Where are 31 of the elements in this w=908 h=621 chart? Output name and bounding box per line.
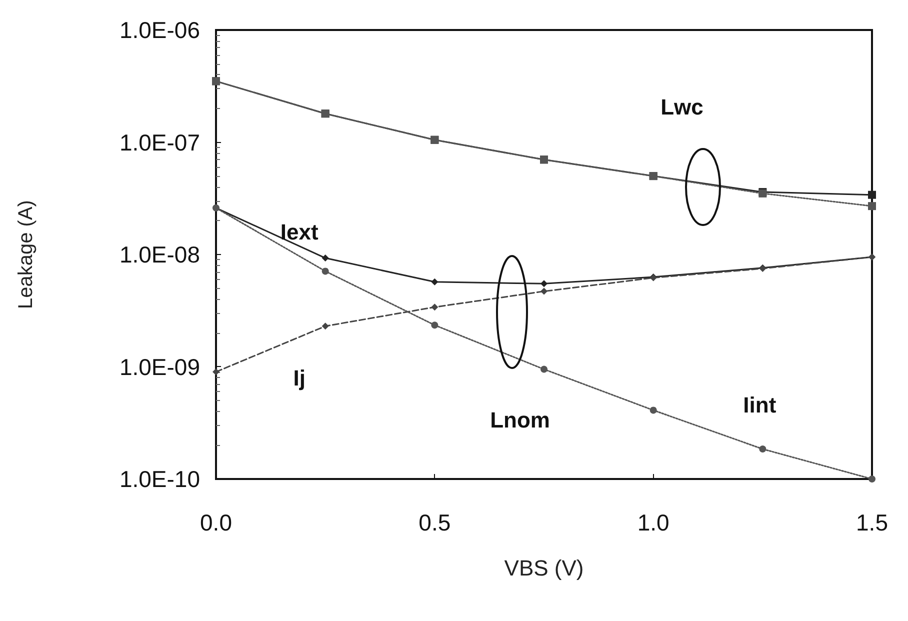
point — [322, 254, 329, 262]
point — [322, 268, 329, 275]
series-label: Ij — [293, 366, 306, 391]
x-tick-label: 1.5 — [856, 510, 888, 536]
point — [431, 278, 438, 286]
y-tick-label: 1.0E-09 — [119, 354, 200, 380]
point — [868, 202, 876, 210]
annotation: Lwc — [660, 94, 704, 120]
series-label: Iext — [280, 220, 319, 245]
point — [431, 322, 438, 329]
y-axis-title: Leakage (A) — [15, 200, 37, 309]
annotation: Lnom — [490, 408, 550, 432]
point — [322, 322, 329, 330]
x-tick-label: 0.0 — [200, 510, 232, 536]
point — [540, 288, 548, 295]
y-tick-label: 1.0E-07 — [119, 129, 200, 156]
y-tick-label: 1.0E-10 — [119, 466, 200, 492]
point — [540, 280, 548, 288]
series-label: Iint — [743, 392, 777, 418]
y-tick-label: 1.0E-06 — [119, 17, 200, 43]
point — [868, 476, 876, 482]
point — [540, 366, 548, 373]
point — [212, 368, 220, 376]
x-tick-label: 1.0 — [637, 510, 670, 536]
x-tick-label: 0.5 — [418, 510, 451, 536]
point — [650, 406, 657, 414]
point — [759, 446, 766, 453]
point — [431, 304, 438, 311]
y-tick-label: 1.0E-08 — [119, 242, 200, 268]
point — [868, 190, 876, 199]
x-axis-title: VBS (V) — [504, 556, 584, 580]
